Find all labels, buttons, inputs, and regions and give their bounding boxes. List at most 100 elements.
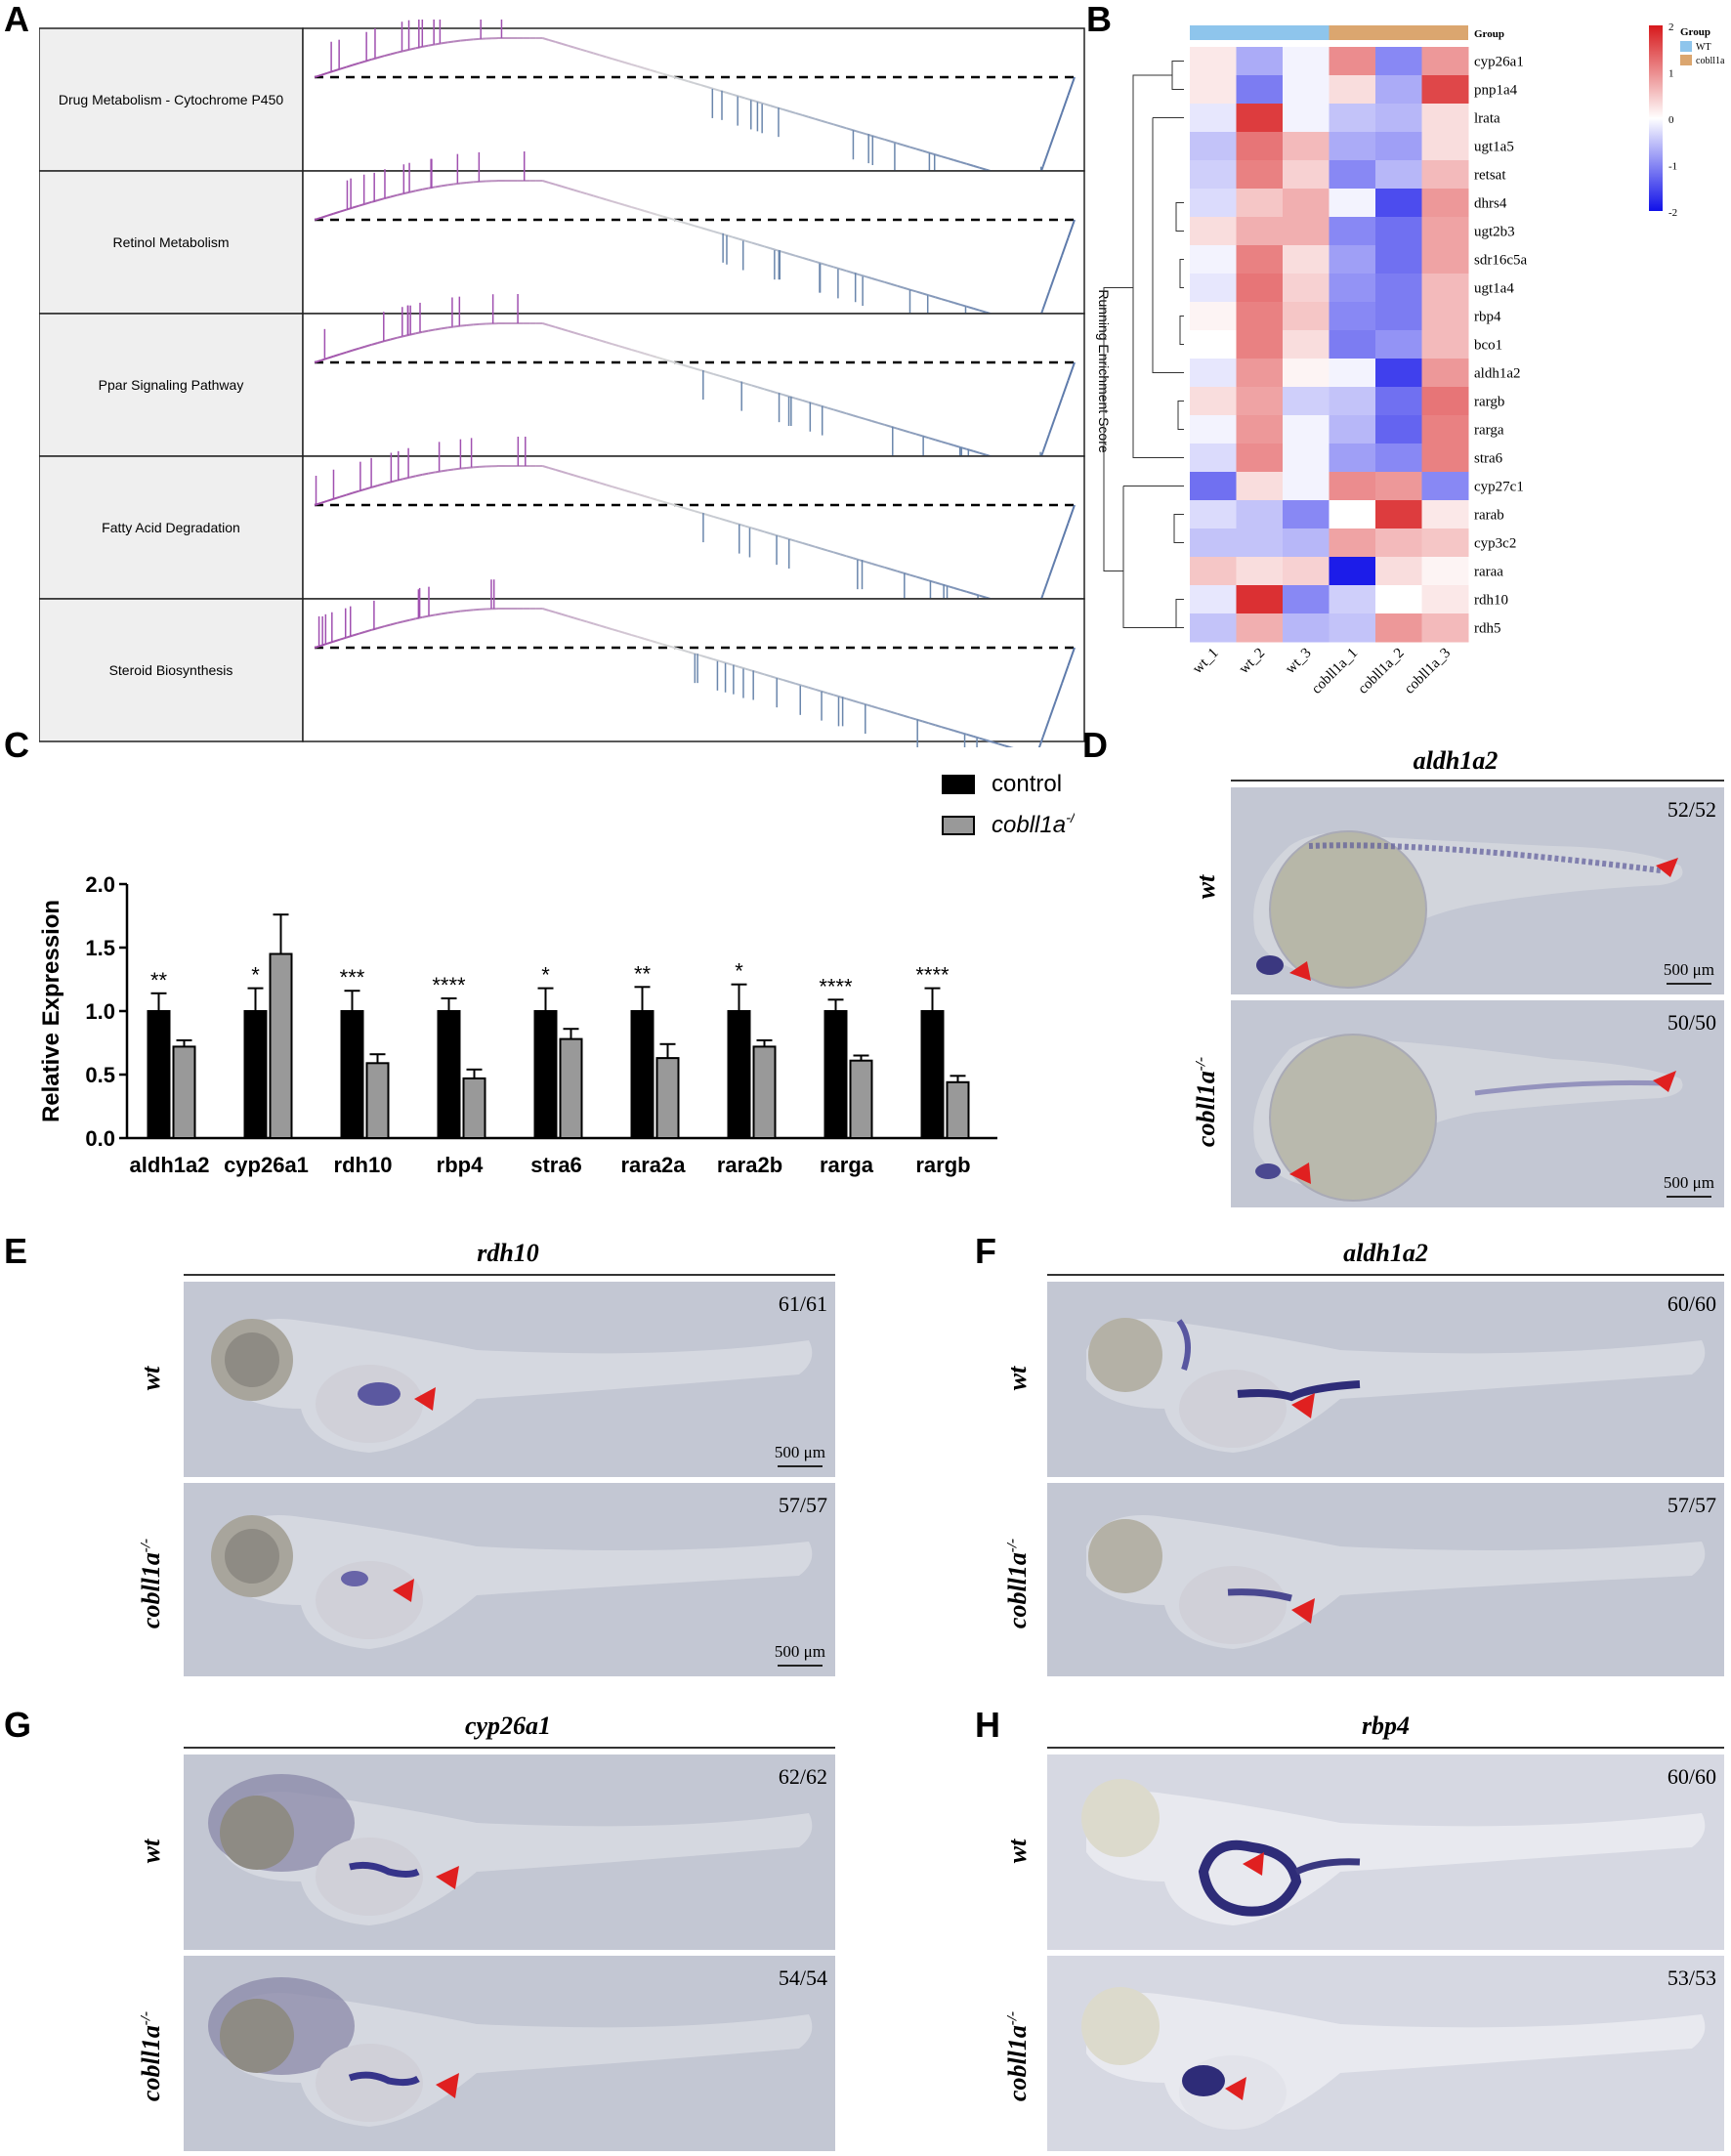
gsea-curve-segment: [662, 358, 670, 362]
gsea-curve-segment: [985, 739, 993, 743]
heatmap-row-label: ugt2b3: [1474, 225, 1515, 240]
gsea-curve-segment: [941, 298, 949, 303]
gsea-curve-segment: [466, 323, 474, 326]
bar-control: [630, 1010, 654, 1139]
gsea-curve-segment: [764, 388, 772, 393]
gsea-curve-segment: [580, 476, 588, 481]
heatmap-cell: [1421, 160, 1469, 190]
gsea-curve-segment: [617, 345, 625, 349]
gsea-curve-segment: [688, 223, 696, 228]
gsea-curve-segment: [568, 329, 575, 334]
heatmap-cell: [1421, 557, 1469, 586]
gsea-curve-segment: [339, 351, 347, 356]
heatmap-column-label: wt_2: [1237, 646, 1269, 678]
gsea-curve-segment: [884, 708, 892, 713]
gsea-curve-segment: [460, 38, 467, 42]
gsea-curve-segment: [580, 190, 588, 195]
heatmap-cell: [1283, 217, 1330, 246]
panel-g-mutant-count: 54/54: [778, 1966, 827, 1990]
gsea-curve-segment: [814, 545, 822, 550]
bar-control: [920, 1010, 945, 1139]
gsea-curve-segment: [795, 254, 803, 259]
gsea-curve-segment: [592, 52, 601, 57]
heatmap-cell: [1190, 189, 1237, 218]
heatmap-group-cell: [1375, 25, 1422, 40]
heatmap-cell: [1283, 47, 1330, 76]
panel-d-mutant-scale-text: 500 μm: [1663, 1173, 1714, 1192]
heatmap-cell: [1283, 132, 1330, 161]
heatmap-row-label: pnp1a4: [1474, 83, 1518, 99]
gsea-curve-segment: [826, 549, 834, 554]
gsea-curve-segment: [764, 673, 772, 678]
gsea-curve-segment: [795, 111, 803, 116]
gsea-curve-segment: [852, 699, 860, 704]
heatmap-cell: [1283, 528, 1330, 558]
heatmap-legend-label: cobll1a: [1696, 56, 1725, 66]
gsea-curve-segment: [871, 705, 879, 709]
gsea-curve-segment: [1041, 575, 1051, 596]
heatmap-cell: [1421, 47, 1469, 76]
gsea-curve-segment: [859, 416, 866, 421]
gsea-curve-segment: [542, 180, 550, 184]
panel-d-mutant-scale-line: [1666, 1196, 1711, 1198]
bar-y-tick-label: 0.5: [85, 1063, 115, 1087]
gsea-curve-segment: [922, 720, 930, 725]
gsea-curve-segment: [915, 433, 923, 438]
gsea-curve-segment: [739, 665, 746, 670]
panel-f-ish: aldh1a2 60/60 57/57 wt cobll1a-/-: [1003, 1239, 1724, 1678]
heatmap-cell: [1421, 387, 1469, 416]
bar-mutant: [172, 1045, 196, 1139]
panel-g-wt-count: 62/62: [778, 1764, 827, 1789]
gsea-curve-segment: [935, 153, 943, 158]
gsea-curve-segment: [548, 609, 556, 613]
gsea-curve-segment: [776, 534, 784, 539]
gsea-curve-segment: [326, 212, 334, 217]
heatmap-group-cell: [1236, 25, 1283, 40]
gsea-curve-segment: [909, 431, 917, 436]
heatmap-column-label: wt_1: [1190, 646, 1222, 678]
gsea-curve-segment: [435, 42, 442, 46]
gsea-curve-segment: [637, 207, 645, 212]
dendrogram-link: [1152, 117, 1184, 373]
heatmap-cell: [1375, 585, 1422, 614]
heatmap-cell: [1329, 104, 1376, 133]
gsea-curve-segment: [960, 731, 968, 736]
gsea-curve-segment: [681, 221, 689, 226]
heatmap-cell: [1375, 415, 1422, 444]
gsea-curve-segment: [592, 622, 601, 627]
gsea-curve-segment: [435, 185, 442, 189]
heatmap-cell: [1283, 613, 1330, 643]
gsea-curve-segment: [643, 494, 651, 499]
panel-d-wt-label: wt: [1192, 874, 1220, 900]
gsea-curve-segment: [808, 543, 816, 548]
gsea-curve-segment: [586, 620, 594, 625]
bar-x-tick-label: rara2a: [620, 1153, 686, 1177]
gsea-curve-segment: [377, 340, 385, 344]
gsea-curve-segment: [770, 390, 778, 395]
gsea-curve-segment: [384, 53, 392, 58]
gsea-curve-segment: [397, 50, 404, 54]
gsea-curve-segment: [770, 532, 778, 537]
gsea-curve-segment: [352, 62, 359, 66]
bar-x-tick-label: rara2b: [717, 1153, 782, 1177]
gsea-plot-box: [302, 313, 1085, 457]
heatmap-cell: [1283, 585, 1330, 614]
gsea-curve-segment: [839, 125, 847, 130]
heatmap-cell: [1236, 104, 1284, 133]
gsea-curve-segment: [326, 355, 334, 359]
heatmap-group-label: Group: [1474, 28, 1504, 40]
heatmap-cell: [1421, 415, 1469, 444]
gsea-curve-segment: [706, 86, 714, 90]
dendrogram-link: [1171, 61, 1184, 90]
heatmap-cell: [1236, 47, 1284, 76]
gsea-curve-segment: [409, 475, 416, 479]
heatmap-row-label: ugt1a4: [1474, 281, 1514, 297]
gsea-curve-segment: [909, 573, 917, 578]
heatmap-group-cell: [1190, 25, 1237, 40]
gsea-curve-segment: [833, 408, 841, 413]
gsea-curve-segment: [826, 264, 834, 269]
gsea-curve-segment: [390, 336, 398, 341]
gsea-curve-segment: [884, 566, 892, 571]
dendrogram-link: [1177, 401, 1184, 430]
panel-h-mutant-larva: [1081, 1987, 1706, 2130]
